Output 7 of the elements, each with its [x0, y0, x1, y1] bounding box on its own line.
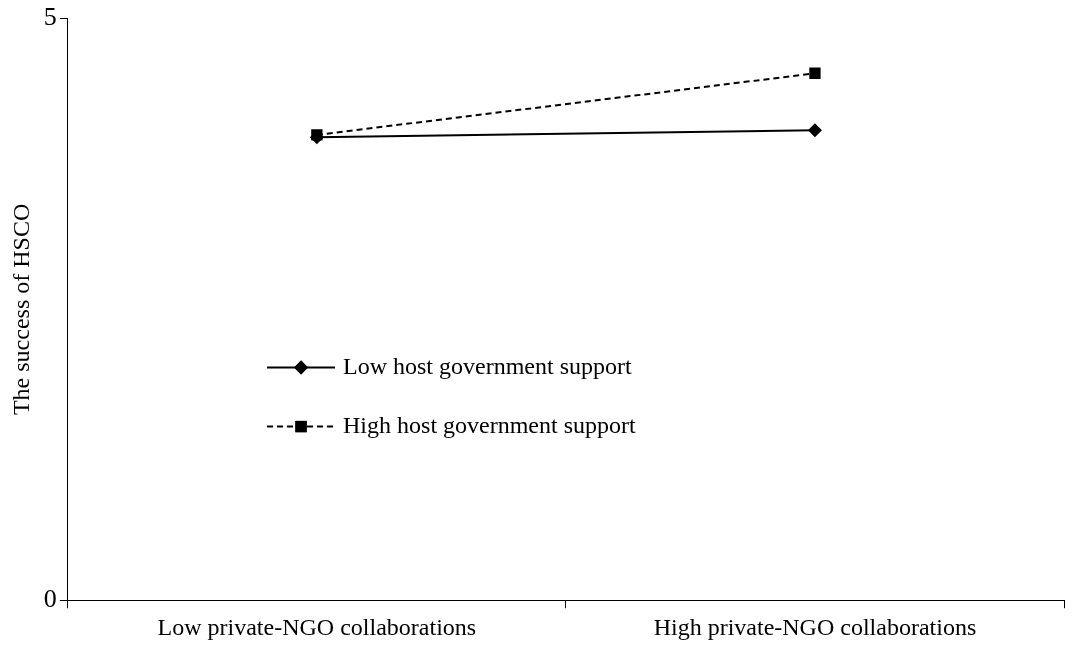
x-tick-label: Low private-NGO collaborations — [157, 613, 477, 640]
y-tick-label: 5 — [43, 2, 57, 32]
y-axis-title: The success of HSCO — [7, 203, 34, 416]
legend-label: High host government support — [343, 411, 637, 438]
legend-label: Low host government support — [343, 352, 632, 379]
x-tick-label: High private-NGO collaborations — [653, 613, 977, 640]
y-tick-label: 0 — [43, 584, 57, 614]
